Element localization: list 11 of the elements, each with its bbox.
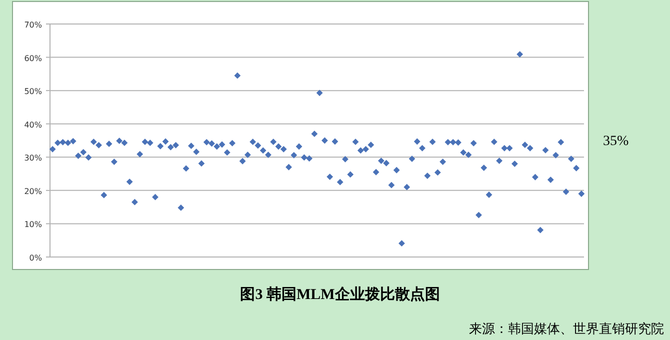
y-tick-label: 60%: [24, 54, 42, 63]
y-tick-label: 10%: [24, 220, 42, 230]
y-tick-label: 70%: [24, 20, 42, 30]
text: 35%: [603, 134, 629, 149]
y-tick-label: 30%: [24, 154, 42, 163]
text: 图3 韩国MLM企业拨比散点图: [240, 286, 440, 303]
y-tick-label: 50%: [24, 87, 42, 96]
y-tick-label: 40%: [24, 120, 42, 130]
source-note: 来源：韩国媒体、世界直销研究院: [469, 322, 664, 337]
y-tick-label: 20%: [24, 186, 42, 196]
y-tick-label: 0%: [29, 254, 42, 262]
